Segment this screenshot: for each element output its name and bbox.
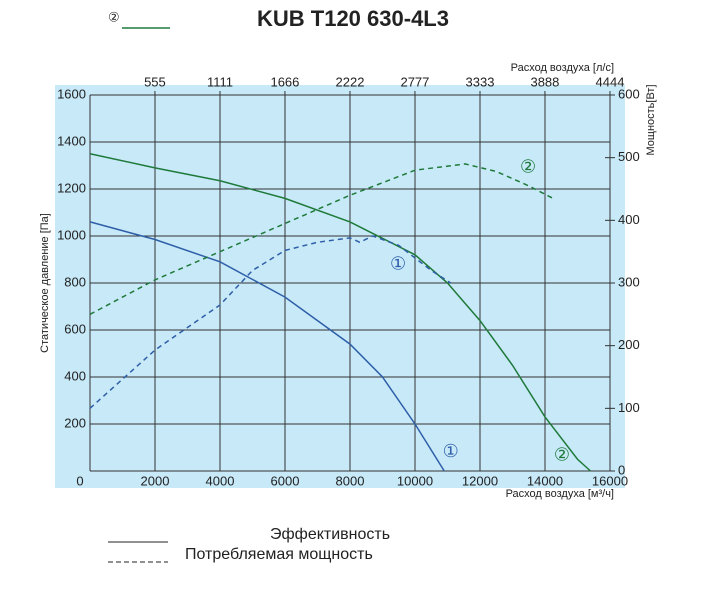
x-label: Расход воздуха [м³/ч]: [506, 488, 614, 500]
y2-tick-label: 0: [618, 462, 625, 477]
x-tick-label: 8000: [336, 473, 365, 488]
x2-tick-label: 4444: [596, 74, 625, 89]
y-tick-label: 400: [64, 368, 86, 383]
y-tick-label: 1600: [57, 86, 86, 101]
x-tick-label: 6000: [271, 473, 300, 488]
y-tick-label: 600: [64, 321, 86, 336]
y-tick-label: 200: [64, 415, 86, 430]
y2-tick-label: 500: [618, 149, 640, 164]
legend-label: Эффективность: [270, 526, 390, 543]
x-tick-label: 4000: [206, 473, 235, 488]
x-tick-label: 0: [76, 473, 83, 488]
x2-tick-label: 3888: [530, 74, 559, 89]
y2-tick-label: 100: [618, 400, 640, 415]
y-label: Статическое давление [Па]: [39, 213, 51, 353]
y2-label: Мощность[Вт]: [645, 84, 657, 155]
annotation: ②: [520, 157, 536, 177]
x-tick-label: 12000: [462, 473, 498, 488]
y-tick-label: 800: [64, 274, 86, 289]
x2-tick-label: 2222: [336, 74, 365, 89]
legend-label: Потребляемая мощность: [185, 546, 373, 563]
series-line: [89, 153, 592, 472]
annotation: ①: [390, 254, 406, 274]
y2-tick-label: 300: [618, 274, 640, 289]
x2-tick-label: 1666: [270, 74, 299, 89]
series-line: [89, 235, 452, 409]
y-tick-label: 1400: [57, 133, 86, 148]
x2-tick-label: 2777: [400, 74, 429, 89]
x-tick-label: 2000: [141, 473, 170, 488]
x-tick-label: 14000: [527, 473, 563, 488]
chart-title: KUB T120 630-4L3: [257, 6, 449, 31]
y-tick-label: 1000: [57, 227, 86, 242]
y2-tick-label: 400: [618, 212, 640, 227]
x2-tick-label: 3333: [466, 74, 495, 89]
y-tick-label: 1200: [57, 180, 86, 195]
y2-tick-label: 600: [618, 86, 640, 101]
x2-label: Расход воздуха [л/с]: [511, 62, 614, 74]
x-tick-label: 10000: [397, 473, 433, 488]
annotation: ②: [554, 445, 570, 465]
x2-tick-label: 1111: [207, 74, 233, 89]
y2-tick-label: 200: [618, 337, 640, 352]
plot-background: [55, 85, 625, 488]
annotation: ①: [443, 441, 459, 461]
x-tick-label: 16000: [592, 473, 628, 488]
title-marker: ②: [108, 9, 120, 24]
x2-tick-label: 555: [144, 74, 166, 89]
series-line: [89, 221, 445, 472]
series-line: [89, 163, 554, 315]
